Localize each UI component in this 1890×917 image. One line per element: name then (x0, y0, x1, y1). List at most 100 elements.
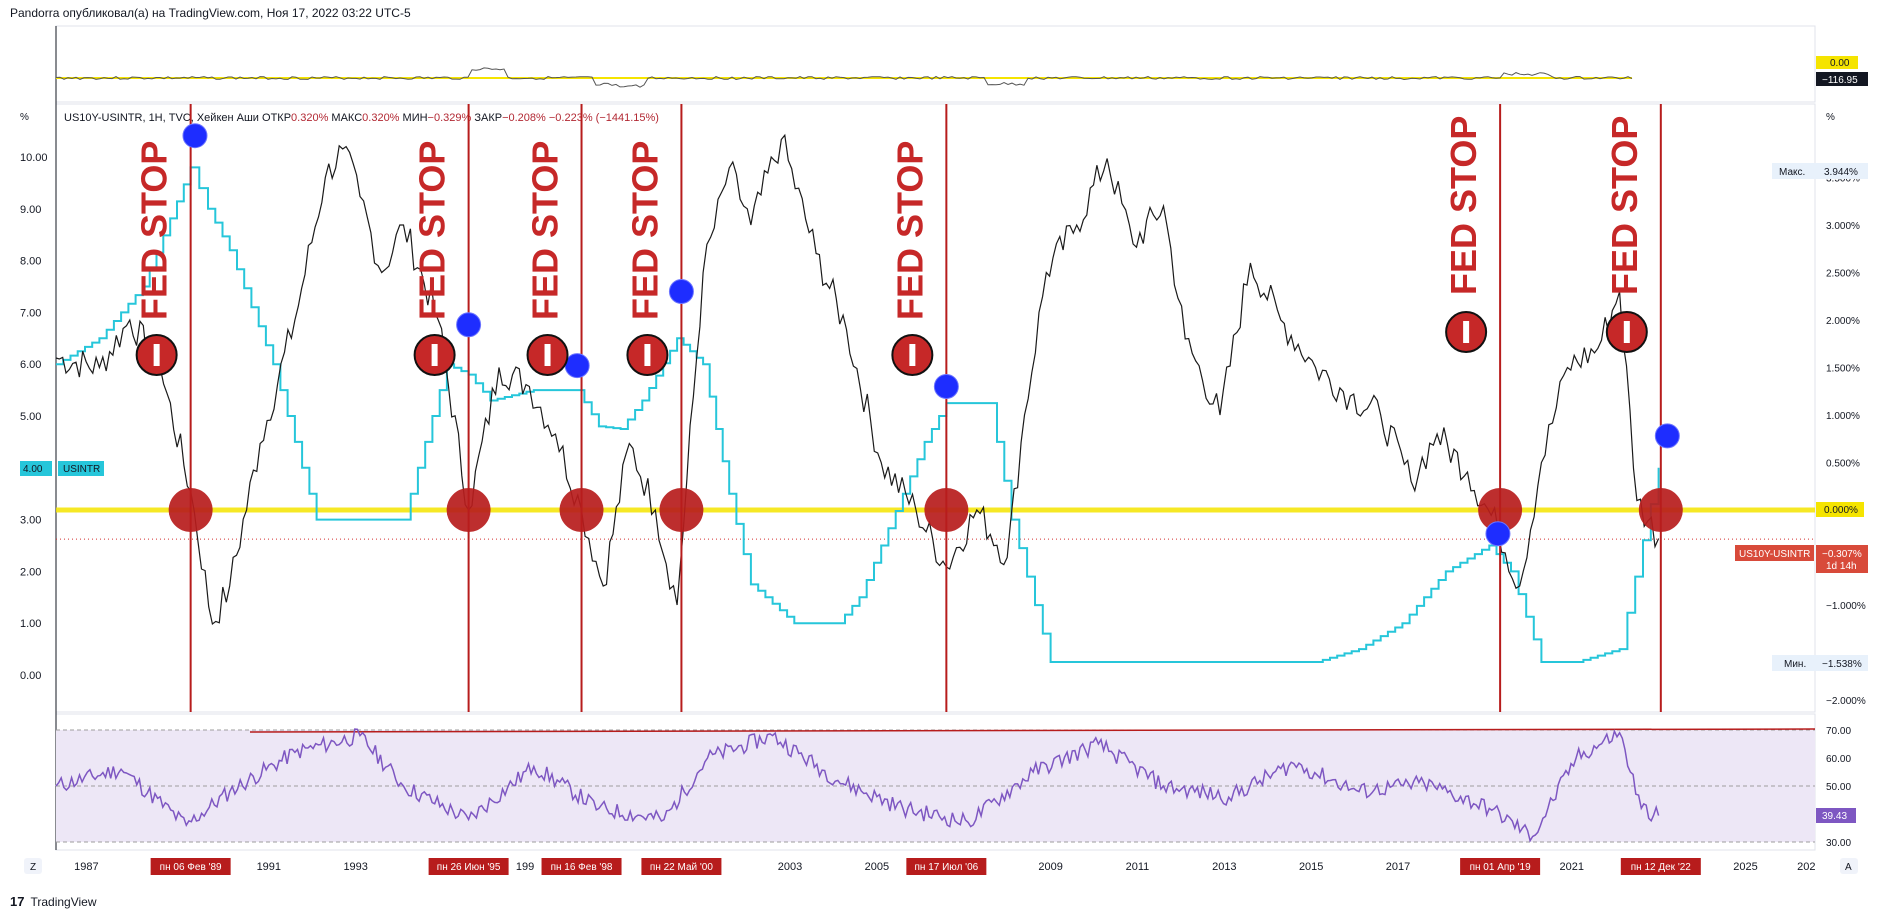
legend-symbol: US10Y-USINTR, 1Н, TVC, Хейкен Аши (64, 112, 259, 124)
fed-stop-bottom-circle (1638, 488, 1683, 532)
rsi-resistance-line (249, 728, 1816, 733)
fed-stop-text: FED STOP (134, 141, 175, 320)
time-tick-label: 2003 (778, 861, 802, 873)
event-label-badge (906, 858, 987, 875)
event-label: пн 22 Май '00 (650, 862, 713, 873)
main-price-pane: % % 10.00 9.00 8.00 7.00 6.00 5.00 3.00 2.00 1.0… (20, 104, 1868, 712)
current-value: −0.307% (1822, 549, 1862, 560)
fed-stop-icon-bar (153, 344, 160, 366)
right-tick-label: 0.500% (1826, 459, 1860, 470)
event-label: пн 12 Дек '22 (1631, 862, 1692, 873)
usintr-peak-marker (668, 279, 694, 304)
time-axis[interactable]: Z A 1987 1991 1993 199 2003 2005 2009 2011 2013 2… (24, 858, 1858, 875)
fed-stop-icon-bar (431, 344, 438, 366)
usintr-peak-marker (182, 123, 208, 149)
time-tick-label: 2017 (1386, 861, 1410, 873)
top-value-dark: −116.95 (1822, 75, 1858, 86)
legend-open-label: ОТКР (262, 112, 292, 124)
left-tick-label: 8.00 (20, 256, 41, 268)
fed-stop-icon-bar (544, 344, 551, 366)
legend-low-value: −0.329% (427, 112, 472, 124)
symbol-legend[interactable]: US10Y-USINTR, 1Н, TVC, Хейкен Аши ОТКР0.… (64, 112, 659, 124)
right-axis-ticks: 3.500%3.000%2.500%2.000%1.500%1.000%0.50… (1826, 174, 1866, 708)
pane-frames (55, 25, 1816, 851)
zero-value-badge (1816, 502, 1864, 517)
max-value: 3.944% (1824, 167, 1858, 178)
rsi-current-value: 39.43 (1822, 811, 1847, 822)
current-symbol: US10Y-USINTR (1739, 549, 1810, 560)
min-label: Мин. (1784, 659, 1806, 670)
top-value-yellow: 0.00 (1830, 58, 1850, 69)
event-label: пн 17 Июл '06 (914, 862, 978, 873)
fed-stop-text: FED STOP (525, 141, 566, 320)
rsi-tick-label: 30.00 (1826, 838, 1851, 849)
fed-stop-bottom-circle (1478, 488, 1523, 532)
max-label: Макс. (1779, 167, 1805, 178)
fed-stop-icon-bar (1463, 321, 1470, 343)
min-value: −1.538% (1822, 659, 1862, 670)
fed-stop-text: FED STOP (889, 141, 930, 320)
right-tick-label: 1.000% (1826, 411, 1860, 422)
fed-stop-bottom-circle (659, 488, 704, 532)
event-label-badge (541, 858, 622, 875)
rsi-tick-label: 70.00 (1826, 726, 1851, 737)
usintr-peak-marker (1485, 521, 1511, 547)
usintr-line (56, 166, 1660, 663)
right-axis-button[interactable] (1840, 858, 1858, 874)
usintr-label-value: 4.00 (23, 464, 43, 475)
rsi-tick-label: 50.00 (1826, 782, 1851, 793)
fed-stop-bottom-circle (168, 488, 213, 532)
fed-stop-icons (135, 311, 1648, 376)
fed-stop-icon-bar (909, 344, 916, 366)
time-axis-event-labels: пн 06 Фев '89 пн 26 Июн '95 пн 16 Фев '98 п… (150, 858, 1701, 875)
usintr-value-badge (20, 461, 52, 476)
left-tick-label: 1.00 (20, 618, 41, 630)
fed-stop-text: FED STOP (1604, 116, 1645, 295)
left-axis-button[interactable] (24, 858, 42, 874)
left-tick-label: 5.00 (20, 411, 41, 423)
usintr-peak-marker (456, 312, 482, 338)
top-pane-frame (55, 25, 1816, 103)
right-tick-label: 3.000% (1826, 221, 1860, 232)
fed-stop-bottom-markers (168, 488, 1683, 532)
tradingview-logo-icon: 17 (10, 894, 25, 909)
right-tick-label: 1.500% (1826, 364, 1860, 375)
zero-value: 0.000% (1824, 505, 1858, 516)
event-label-badge (641, 858, 722, 875)
right-tick-label: 2.000% (1826, 316, 1860, 327)
right-axis-unit: % (1826, 112, 1835, 123)
time-tick-label: 2015 (1299, 861, 1323, 873)
legend-close-value: −0.208% (502, 112, 546, 124)
legend-low-label: МИН (402, 112, 428, 124)
fed-stop-text: FED STOP (1443, 116, 1484, 295)
time-tick-label: 2011 (1126, 861, 1150, 873)
legend-high-value: 0.320% (362, 112, 400, 124)
usintr-peak-marker (1654, 423, 1680, 449)
left-tick-label: 2.00 (20, 566, 41, 578)
rsi-pane: 70.00 60.00 50.00 30.00 39.43 (55, 726, 1856, 849)
event-label: пн 26 Июн '95 (437, 862, 501, 873)
legend-close-label: ЗАКР (474, 112, 503, 124)
legend-open-value: 0.320% (291, 112, 329, 124)
time-tick-label: 1987 (74, 861, 98, 873)
event-label-badge (1460, 858, 1541, 875)
right-tick-label: −1.000% (1826, 601, 1866, 612)
event-label-badge (1620, 858, 1701, 875)
footer-brand: TradingView (30, 894, 97, 909)
usintr-label-name: USINTR (63, 464, 100, 475)
time-tick-label: 199 (516, 861, 534, 873)
time-tick-label: 202 (1797, 861, 1815, 873)
time-tick-label: 1993 (343, 861, 367, 873)
event-label-badge (428, 858, 509, 875)
left-tick-label: 7.00 (20, 307, 41, 319)
right-tick-label: −2.000% (1826, 696, 1866, 707)
event-label: пн 06 Фев '89 (160, 862, 222, 873)
left-axis-ticks: 10.00 9.00 8.00 7.00 6.00 5.00 3.00 2.00 1.00 0.0… (20, 152, 48, 682)
usintr-peak-marker (564, 353, 590, 379)
left-axis-button-label: Z (30, 862, 36, 873)
rsi-value-badge (1816, 808, 1856, 823)
footer: 17 TradingView (10, 894, 97, 909)
top-indicator-pane: 0.00 −116.95 (55, 56, 1868, 88)
